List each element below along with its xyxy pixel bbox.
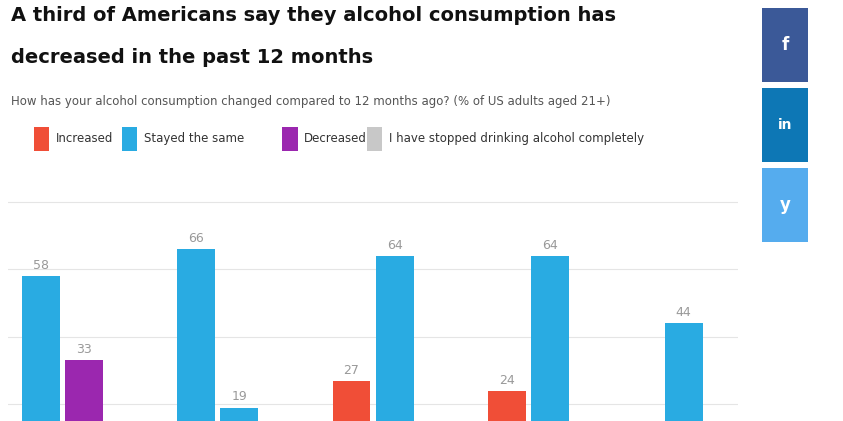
Text: 64: 64 bbox=[542, 239, 558, 252]
Bar bbox=[177, 249, 215, 421]
Bar bbox=[665, 323, 702, 421]
Bar bbox=[531, 256, 569, 421]
Text: f: f bbox=[781, 36, 788, 54]
Text: Stayed the same: Stayed the same bbox=[144, 133, 244, 145]
Bar bbox=[332, 381, 370, 421]
Text: A third of Americans say they alcohol consumption has: A third of Americans say they alcohol co… bbox=[11, 6, 616, 25]
Text: y: y bbox=[780, 196, 790, 214]
Text: 64: 64 bbox=[387, 239, 402, 252]
Bar bbox=[488, 391, 526, 421]
Text: 19: 19 bbox=[232, 391, 247, 403]
Text: I have stopped drinking alcohol completely: I have stopped drinking alcohol complete… bbox=[389, 133, 644, 145]
Text: 66: 66 bbox=[188, 232, 204, 245]
Text: in: in bbox=[777, 118, 792, 132]
Text: How has your alcohol consumption changed compared to 12 months ago? (% of US adu: How has your alcohol consumption changed… bbox=[11, 95, 610, 108]
Text: 24: 24 bbox=[499, 374, 514, 386]
Text: Decreased: Decreased bbox=[304, 133, 368, 145]
Bar bbox=[65, 360, 103, 421]
Text: decreased in the past 12 months: decreased in the past 12 months bbox=[11, 48, 373, 67]
Text: 27: 27 bbox=[343, 364, 359, 376]
Text: 58: 58 bbox=[33, 259, 49, 272]
Text: Increased: Increased bbox=[56, 133, 113, 145]
Text: 44: 44 bbox=[676, 306, 691, 319]
Bar bbox=[220, 408, 258, 421]
Bar bbox=[376, 256, 414, 421]
Bar bbox=[22, 276, 60, 421]
Text: 33: 33 bbox=[76, 344, 92, 356]
